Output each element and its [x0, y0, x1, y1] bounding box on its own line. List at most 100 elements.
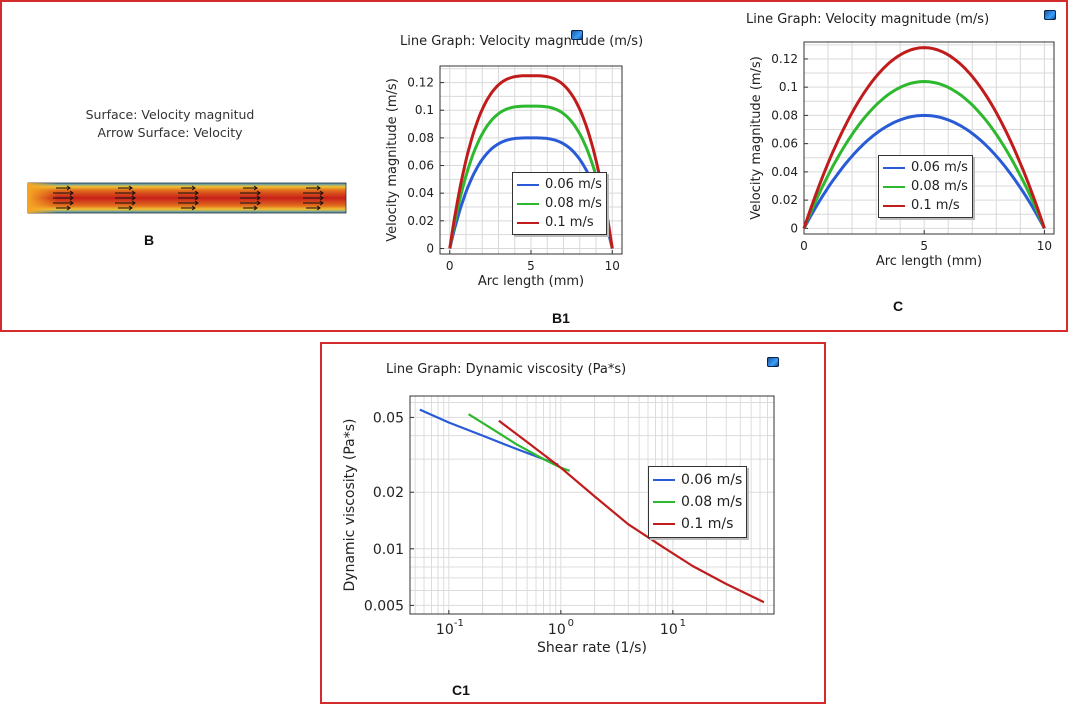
x-tick-label: 5 [920, 239, 928, 253]
chart-c1-legend: 0.06 m/s 0.08 m/s 0.1 m/s [648, 466, 748, 538]
chart-b1-title: Line Graph: Velocity magnitude (m/s) [400, 34, 644, 49]
y-tick-label: 0.01 [373, 542, 404, 558]
x-tick-label: 0 [800, 239, 808, 253]
velocity-arrowhead [316, 185, 321, 191]
series-line [802, 80, 1046, 229]
surface-plot-title: Surface: Velocity magnitud Arrow Surface… [70, 107, 270, 140]
velocity-arrowhead [128, 205, 133, 211]
velocity-arrows [53, 185, 324, 211]
legend-entry: 0.1 m/s [883, 196, 968, 215]
chart-c-title: Line Graph: Velocity magnitude (m/s) [746, 12, 990, 27]
velocity-arrowhead [66, 185, 71, 191]
legend-entry: 0.1 m/s [517, 213, 602, 232]
y-tick-label: 0 [790, 221, 798, 235]
velocity-arrowhead [69, 190, 74, 196]
surface-title-line2: Arrow Surface: Velocity [97, 125, 243, 140]
legend-label: 0.1 m/s [911, 198, 960, 213]
legend-entry: 0.06 m/s [653, 469, 742, 491]
legend-label: 0.1 m/s [681, 516, 734, 532]
velocity-arrowhead [191, 185, 196, 191]
legend-swatch [517, 221, 539, 224]
y-tick-label: 0.1 [415, 103, 434, 117]
camera-icon[interactable] [1044, 10, 1056, 20]
x-tick-label: 10 [436, 622, 454, 638]
series-line [448, 104, 614, 249]
y-tick-label: 0 [426, 241, 434, 255]
y-tick-label: 0.005 [364, 598, 404, 614]
velocity-arrowhead [131, 190, 136, 196]
velocity-arrowhead [66, 205, 71, 211]
y-tick-label: 0.06 [771, 137, 798, 151]
velocity-arrowhead [256, 190, 261, 196]
chart-c: 0 0.02 0.04 0.06 0.08 0.1 0.12 0 5 10 Arc length (… [749, 41, 1055, 269]
x-tick-label: 10 [660, 622, 678, 638]
legend-entry: 0.08 m/s [883, 177, 968, 196]
surface-title-line1: Surface: Velocity magnitud [85, 107, 255, 122]
velocity-arrowhead [253, 185, 258, 191]
y-tick-label: 0.08 [407, 131, 434, 145]
y-axis-label: Velocity magnitude (m/s) [385, 78, 400, 242]
legend-swatch [653, 523, 675, 525]
legend-label: 0.1 m/s [545, 215, 594, 230]
velocity-arrowhead [194, 190, 199, 196]
velocity-arrowhead [194, 200, 199, 206]
top-panel-frame [0, 0, 1068, 332]
x-tick-label: 10 [1037, 239, 1052, 253]
series-line [498, 419, 765, 604]
velocity-arrowhead [319, 200, 324, 206]
plot-frame [409, 395, 775, 615]
legend-label: 0.08 m/s [545, 196, 602, 211]
camera-icon[interactable] [571, 30, 583, 40]
y-tick-label: 0.02 [373, 485, 404, 501]
chart-c1-title: Line Graph: Dynamic viscosity (Pa*s) [386, 362, 627, 377]
legend-swatch [653, 479, 675, 481]
legend-swatch [883, 185, 905, 188]
legend-entry: 0.06 m/s [517, 175, 602, 194]
series-line [802, 46, 1046, 229]
y-tick-label: 0.1 [779, 80, 798, 94]
velocity-arrowhead [131, 200, 136, 206]
x-tick-exponent: 1 [680, 618, 686, 629]
velocity-arrowhead [194, 195, 199, 201]
panel-label-c1: C1 [452, 682, 470, 698]
x-tick-label: 10 [605, 259, 620, 273]
legend-entry: 0.08 m/s [517, 194, 602, 213]
velocity-arrowhead [253, 205, 258, 211]
camera-icon[interactable] [767, 357, 779, 367]
x-axis-label: Shear rate (1/s) [537, 640, 647, 656]
y-tick-label: 0.04 [771, 165, 798, 179]
panel-label-c: C [893, 298, 904, 314]
x-tick-label: 10 [548, 622, 566, 638]
legend-label: 0.06 m/s [545, 177, 602, 192]
y-tick-label: 0.06 [407, 159, 434, 173]
velocity-surface-plot [27, 182, 347, 214]
series-line [448, 74, 614, 249]
velocity-arrowhead [256, 195, 261, 201]
legend-label: 0.06 m/s [911, 160, 968, 175]
velocity-arrowhead [131, 195, 136, 201]
legend-swatch [883, 166, 905, 169]
plot-frame [803, 41, 1055, 235]
x-axis-label: Arc length (mm) [478, 274, 584, 289]
velocity-arrowhead [316, 205, 321, 211]
legend-label: 0.08 m/s [911, 179, 968, 194]
legend-label: 0.06 m/s [681, 472, 743, 488]
legend-entry: 0.1 m/s [653, 513, 742, 535]
x-tick-exponent: -1 [454, 618, 464, 629]
legend-swatch [883, 204, 905, 207]
chart-c-legend: 0.06 m/s 0.08 m/s 0.1 m/s [878, 155, 973, 218]
legend-label: 0.08 m/s [681, 494, 743, 510]
x-tick-label: 5 [527, 259, 535, 273]
chart-b1-legend: 0.06 m/s 0.08 m/s 0.1 m/s [512, 172, 607, 235]
velocity-arrowhead [69, 200, 74, 206]
legend-swatch [517, 202, 539, 205]
velocity-arrowhead [128, 185, 133, 191]
legend-entry: 0.08 m/s [653, 491, 742, 513]
y-tick-label: 0.12 [771, 52, 798, 66]
grid [410, 396, 775, 614]
legend-entry: 0.06 m/s [883, 158, 968, 177]
velocity-arrowhead [319, 190, 324, 196]
x-tick-exponent: 0 [568, 618, 574, 629]
velocity-arrowhead [191, 205, 196, 211]
